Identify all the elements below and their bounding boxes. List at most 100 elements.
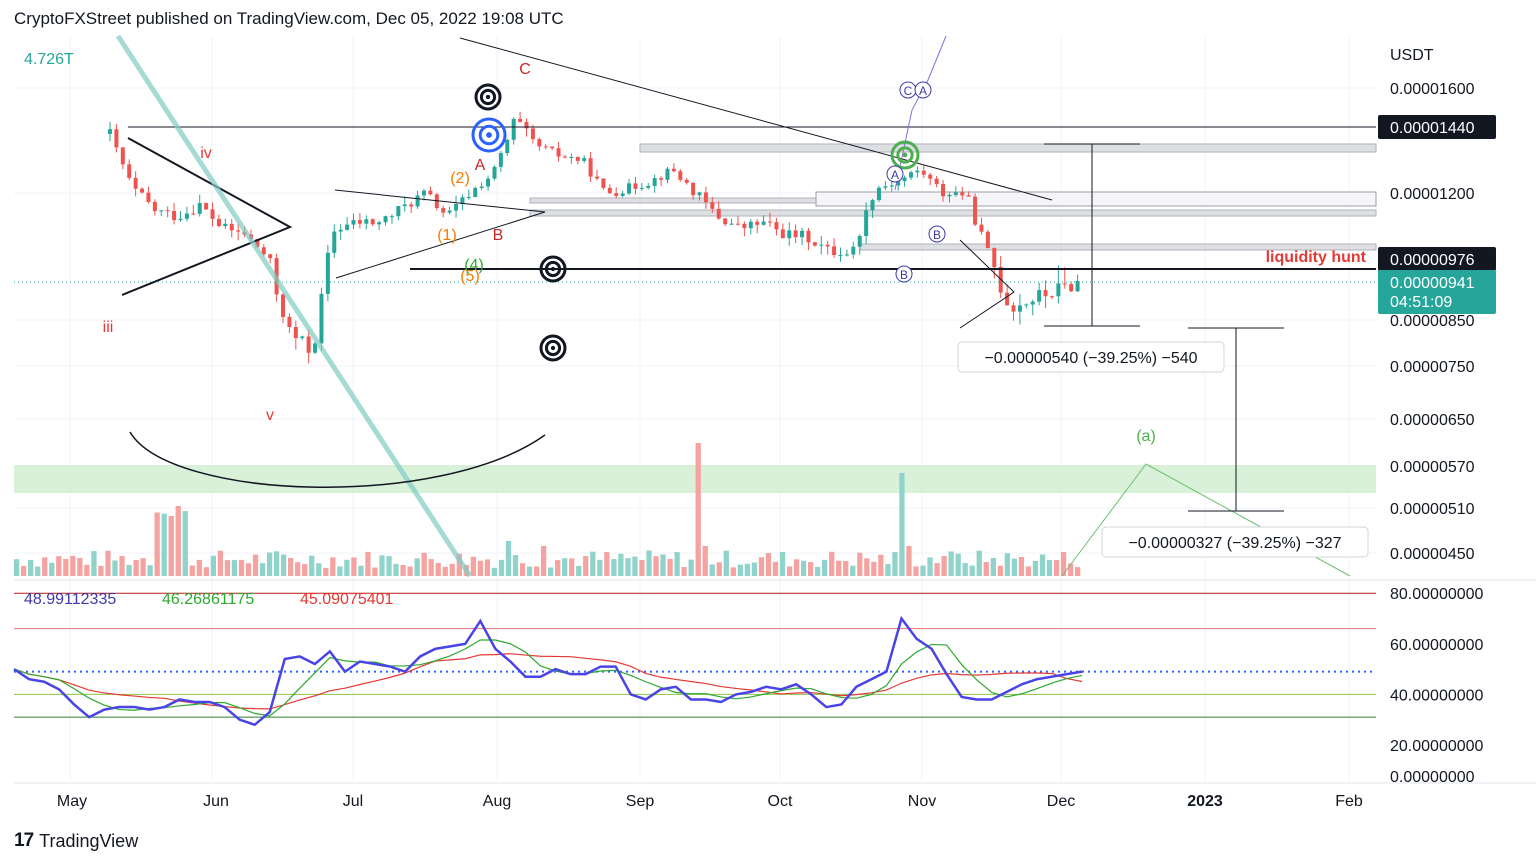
- trendline-teal: [115, 34, 473, 578]
- volume-bar: [815, 566, 821, 576]
- volume-bar: [941, 556, 947, 576]
- candle-body: [755, 221, 760, 225]
- candle-body: [473, 187, 478, 197]
- candle-body: [332, 231, 337, 253]
- x-tick-label: Feb: [1335, 793, 1363, 810]
- candle-body: [447, 210, 452, 213]
- candle-body: [562, 156, 567, 158]
- candle-body: [870, 200, 875, 211]
- candle-body: [210, 209, 215, 219]
- volume-bar: [688, 559, 694, 576]
- candle-body: [883, 186, 888, 188]
- candle-body: [595, 176, 599, 179]
- wedge-pattern: [334, 189, 546, 279]
- volume-bar: [323, 567, 329, 576]
- candle-body: [620, 193, 625, 196]
- candle-body: [691, 182, 696, 196]
- volume-bar: [245, 563, 252, 576]
- volume-bar: [569, 558, 575, 576]
- volume-bar: [344, 559, 350, 576]
- candle-body: [832, 246, 837, 256]
- curve-arrow: [129, 431, 546, 488]
- volume-bar: [77, 557, 83, 576]
- candle-body: [742, 223, 747, 229]
- candle-body: [114, 129, 119, 148]
- volume-bar: [723, 550, 729, 576]
- volume-bar: [976, 550, 982, 576]
- volume-bar: [540, 546, 547, 576]
- volume-bar: [576, 565, 582, 576]
- candle-body: [530, 128, 535, 140]
- volume-bar: [238, 559, 245, 576]
- volume-bar: [744, 563, 751, 576]
- candle-body: [601, 178, 606, 188]
- volume-bar: [716, 562, 722, 576]
- candle-body: [684, 179, 689, 183]
- volume-bar: [386, 556, 392, 576]
- volume-bar: [14, 559, 20, 576]
- y-axis-unit: USDT: [1390, 47, 1434, 64]
- candle-body: [172, 210, 177, 221]
- tradingview-logo[interactable]: 17 TradingView: [14, 830, 138, 852]
- volume-bar: [49, 562, 55, 576]
- volume-bar: [309, 555, 315, 576]
- rsi-tick-label: 60.00000000: [1390, 637, 1484, 654]
- volume-bar: [259, 563, 266, 576]
- volume-bar: [829, 551, 835, 576]
- volume-bar: [934, 563, 940, 576]
- volume-bar: [182, 511, 188, 576]
- volume-bar: [625, 558, 631, 576]
- volume-bar: [231, 560, 238, 576]
- wave-label: iii: [103, 319, 114, 336]
- volume-bar: [674, 552, 680, 576]
- volume-bar: [948, 551, 954, 576]
- candle-body: [896, 181, 901, 186]
- candle-body: [1075, 280, 1080, 292]
- volume-bar: [955, 553, 961, 576]
- candle-body: [735, 223, 740, 225]
- wave-label: v: [266, 407, 274, 424]
- y-tick-label: 0.00000850: [1390, 313, 1475, 330]
- volume-bar: [1046, 559, 1053, 576]
- rsi-ma-green: [13, 639, 1083, 717]
- volume-bar: [639, 560, 645, 576]
- candle-body: [780, 229, 785, 239]
- volume-bar: [611, 559, 617, 576]
- candle-body: [402, 204, 407, 207]
- candle-body: [319, 293, 324, 344]
- volume-bar: [1039, 554, 1046, 576]
- volume-bar: [871, 561, 877, 576]
- volume-bar: [28, 560, 34, 576]
- target-icon: [471, 117, 507, 153]
- volume-bar: [1018, 557, 1025, 576]
- candle-body: [338, 229, 343, 232]
- candle-body: [191, 213, 196, 215]
- volume-bar: [1004, 553, 1010, 576]
- wave-label: (4): [464, 257, 484, 274]
- candle-body: [396, 206, 401, 217]
- volume-bar: [252, 554, 259, 576]
- brand-name: TradingView: [39, 830, 139, 851]
- price-tag-high: 0.00001440: [1390, 120, 1475, 137]
- candle-body: [1049, 296, 1054, 298]
- measure-label-2: −0.00000327 (−39.25%) −327: [1128, 535, 1341, 552]
- candle-body: [159, 210, 164, 212]
- wave-label: B: [493, 227, 504, 244]
- volume-bar: [646, 550, 652, 576]
- candle-body: [518, 118, 523, 122]
- candle-body: [409, 204, 414, 207]
- volume-bar: [512, 555, 519, 576]
- volume-bar: [864, 558, 870, 576]
- volume-bar: [983, 561, 989, 576]
- price-tag-high-tag: [1378, 115, 1496, 139]
- volume-bar: [337, 566, 343, 576]
- candle-body: [300, 336, 305, 339]
- candle-body: [255, 238, 260, 248]
- volume-bar: [477, 560, 484, 576]
- volume-bar: [990, 557, 996, 576]
- candle-body: [460, 197, 465, 205]
- candle-body: [703, 192, 708, 203]
- candle-body: [748, 221, 753, 229]
- candle-body: [857, 236, 862, 247]
